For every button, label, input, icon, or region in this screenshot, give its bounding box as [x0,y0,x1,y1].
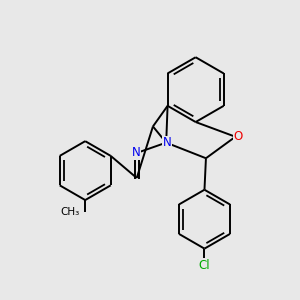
Text: Cl: Cl [199,259,210,272]
Text: O: O [233,130,242,143]
Text: CH₃: CH₃ [61,207,80,218]
Text: N: N [162,136,171,149]
Text: N: N [132,146,140,159]
